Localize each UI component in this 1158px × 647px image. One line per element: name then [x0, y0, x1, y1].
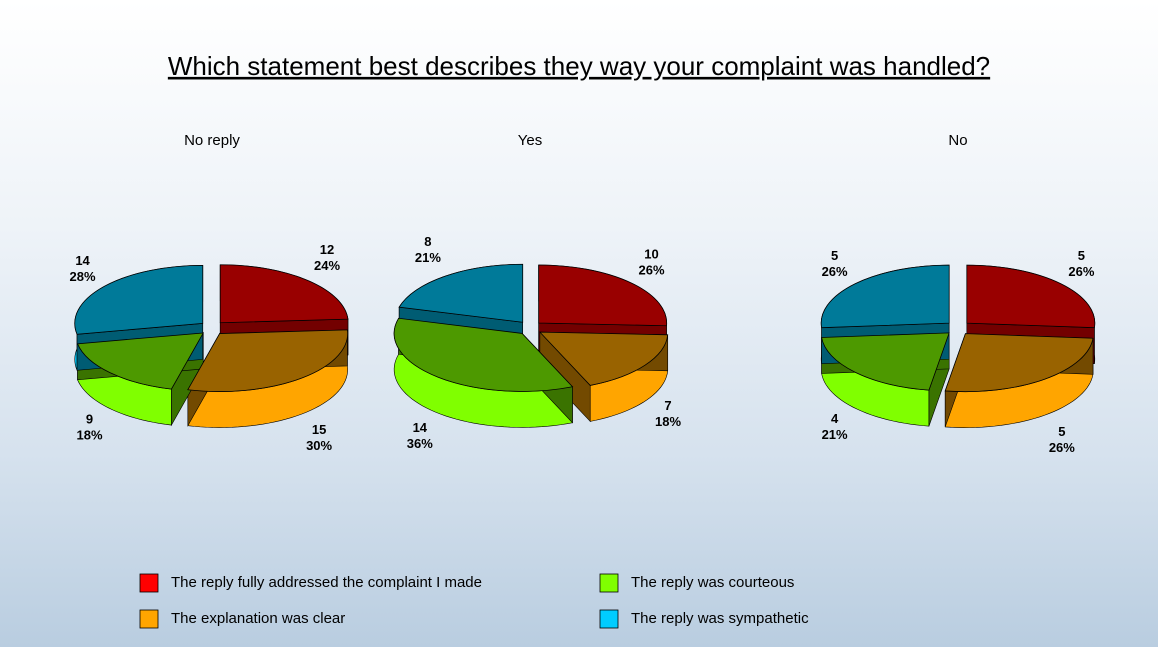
- data-label-count: 15: [312, 422, 326, 437]
- slice: [187, 329, 349, 392]
- data-label-count: 14: [75, 253, 90, 268]
- slice: [76, 332, 204, 390]
- legend-swatch: [599, 609, 619, 629]
- data-label-count: 4: [831, 411, 839, 426]
- data-label-percent: 24%: [314, 258, 340, 273]
- pie: [393, 263, 669, 428]
- pie-title: Yes: [518, 132, 542, 149]
- legend-swatch: [599, 573, 619, 593]
- data-label-count: 8: [424, 234, 431, 249]
- slice: [538, 264, 668, 327]
- legend-label: The reply was sympathetic: [631, 610, 809, 627]
- slice: [821, 332, 950, 391]
- data-label-percent: 18%: [655, 414, 681, 429]
- chart-title: Which statement best describes they way …: [168, 51, 990, 81]
- data-label-percent: 30%: [306, 438, 332, 453]
- data-label-count: 5: [1078, 248, 1085, 263]
- slice: [966, 264, 1096, 329]
- data-label-count: 10: [644, 247, 658, 262]
- data-label-percent: 26%: [822, 264, 848, 279]
- data-label-percent: 26%: [1049, 440, 1075, 455]
- data-label-count: 14: [413, 420, 428, 435]
- data-label-percent: 26%: [639, 263, 665, 278]
- tops: [74, 264, 349, 392]
- data-label-percent: 28%: [70, 269, 96, 284]
- slice: [538, 331, 669, 386]
- slice: [820, 264, 950, 329]
- tops: [393, 263, 669, 392]
- pie-title: No: [948, 132, 967, 149]
- data-label-count: 7: [664, 398, 671, 413]
- legend-label: The explanation was clear: [171, 610, 345, 627]
- data-label-percent: 36%: [407, 436, 433, 451]
- slice: [219, 264, 349, 324]
- data-label-count: 9: [86, 412, 93, 427]
- data-label-percent: 21%: [415, 250, 441, 265]
- pie-title: No reply: [184, 132, 240, 149]
- legend-label: The reply fully addressed the complaint …: [171, 574, 482, 591]
- tops: [820, 264, 1096, 393]
- slice: [398, 263, 524, 323]
- data-label-count: 12: [320, 242, 334, 257]
- legend-swatch: [139, 573, 159, 593]
- slice: [944, 333, 1094, 393]
- legend: The reply fully addressed the complaint …: [139, 573, 809, 629]
- data-label-percent: 21%: [822, 427, 848, 442]
- data-label-percent: 18%: [77, 428, 103, 443]
- legend-label: The reply was courteous: [631, 574, 794, 591]
- pies: No reply1224%1530%918%1428%Yes1026%718%1…: [70, 132, 1096, 455]
- slice: [393, 317, 574, 392]
- data-label-percent: 26%: [1068, 264, 1094, 279]
- slice: [74, 265, 204, 335]
- pie: [74, 264, 349, 428]
- pie: [820, 264, 1096, 428]
- data-label-count: 5: [831, 248, 838, 263]
- legend-swatch: [139, 609, 159, 629]
- data-label-count: 5: [1058, 424, 1065, 439]
